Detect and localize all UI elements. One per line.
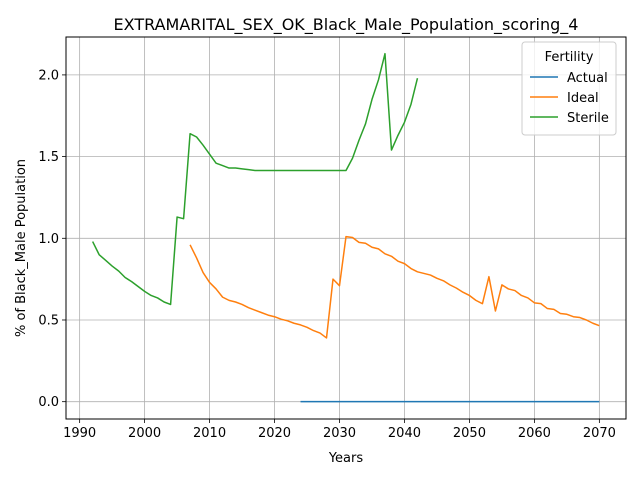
series-lines	[91, 52, 600, 403]
x-tick-label: 2050	[453, 426, 486, 441]
legend: Fertility Actual Ideal Sterile	[521, 41, 617, 136]
x-axis-ticks: 1990 2000 2010 2020 2030 2040 2050 2060 2070	[63, 419, 616, 441]
legend-title: Fertility	[545, 50, 594, 65]
plot-area-frame	[65, 36, 627, 420]
chart-title: EXTRAMARITAL_SEX_OK_Black_Male_Populatio…	[114, 15, 579, 35]
series-line-ideal	[189, 235, 600, 339]
y-tick-label: 0.5	[38, 313, 59, 328]
legend-box	[521, 41, 617, 136]
y-tick-label: 1.0	[38, 232, 59, 247]
x-tick-label: 2020	[258, 426, 291, 441]
x-tick-label: 2030	[323, 426, 356, 441]
x-tick-label: 2060	[518, 426, 551, 441]
y-axis-title: % of Black_Male Population	[14, 159, 29, 337]
legend-label-ideal: Ideal	[567, 91, 599, 106]
legend-label-sterile: Sterile	[567, 111, 609, 126]
y-axis-ticks: 0.0 0.5 1.0 1.5 2.0	[38, 68, 66, 410]
y-tick-label: 1.5	[38, 150, 59, 165]
x-tick-label: 2040	[388, 426, 421, 441]
x-tick-label: 2010	[193, 426, 226, 441]
y-tick-label: 0.0	[38, 395, 59, 410]
series-line-sterile	[91, 52, 419, 306]
x-tick-label: 1990	[63, 426, 96, 441]
legend-label-actual: Actual	[567, 71, 608, 86]
y-tick-label: 2.0	[38, 68, 59, 83]
x-tick-label: 2070	[583, 426, 616, 441]
x-tick-label: 2000	[128, 426, 161, 441]
legend-items: Actual Ideal Sterile	[530, 71, 609, 126]
x-axis-title: Years	[328, 451, 364, 466]
